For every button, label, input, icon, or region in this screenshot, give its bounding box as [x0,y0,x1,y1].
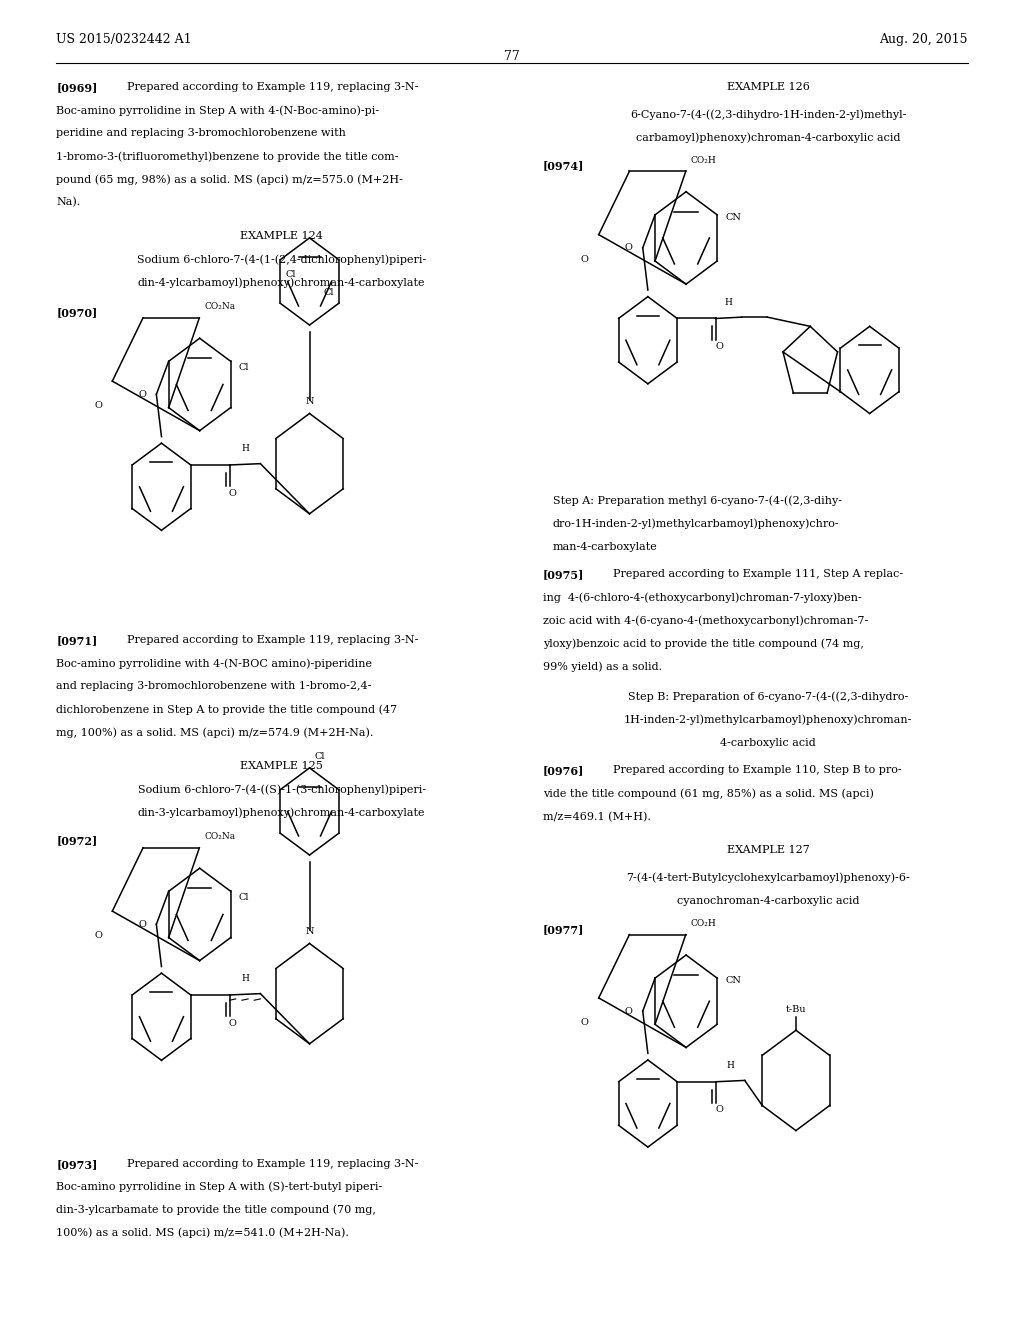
Text: Sodium 6-chloro-7-(4-(1-(2,4-dichlorophenyl)piperi-: Sodium 6-chloro-7-(4-(1-(2,4-dichlorophe… [137,253,426,265]
Text: O: O [715,342,723,351]
Text: Cl: Cl [324,288,334,297]
Text: din-3-ylcarbamoyl)phenoxy)chroman-4-carboxylate: din-3-ylcarbamoyl)phenoxy)chroman-4-carb… [138,808,425,818]
Text: din-3-ylcarbamate to provide the title compound (70 mg,: din-3-ylcarbamate to provide the title c… [56,1205,376,1216]
Text: [0969]: [0969] [56,82,97,92]
Text: Prepared according to Example 110, Step B to pro-: Prepared according to Example 110, Step … [606,766,902,775]
Text: N: N [305,396,313,405]
Text: [0972]: [0972] [56,836,97,846]
Text: O: O [94,932,102,940]
Text: H: H [726,1061,734,1069]
Text: H: H [241,974,249,983]
Text: dichlorobenzene in Step A to provide the title compound (47: dichlorobenzene in Step A to provide the… [56,705,397,715]
Text: O: O [581,1018,589,1027]
Text: [0971]: [0971] [56,635,97,647]
Text: N: N [305,927,313,936]
Text: [0976]: [0976] [543,766,584,776]
Text: Cl: Cl [239,894,250,903]
Text: O: O [138,389,146,399]
Text: and replacing 3-bromochlorobenzene with 1-bromo-2,4-: and replacing 3-bromochlorobenzene with … [56,681,372,692]
Text: Step A: Preparation methyl 6-cyano-7-(4-((2,3-dihy-: Step A: Preparation methyl 6-cyano-7-(4-… [553,495,842,506]
Text: ing  4-(6-chloro-4-(ethoxycarbonyl)chroman-7-yloxy)ben-: ing 4-(6-chloro-4-(ethoxycarbonyl)chroma… [543,593,861,603]
Text: CO₂Na: CO₂Na [205,832,236,841]
Text: man-4-carboxylate: man-4-carboxylate [553,541,657,552]
Text: Aug. 20, 2015: Aug. 20, 2015 [880,33,968,46]
Text: Boc-amino pyrrolidine in Step A with 4-(N-Boc-amino)-pi-: Boc-amino pyrrolidine in Step A with 4-(… [56,106,380,116]
Text: zoic acid with 4-(6-cyano-4-(methoxycarbonyl)chroman-7-: zoic acid with 4-(6-cyano-4-(methoxycarb… [543,615,868,626]
Text: mg, 100%) as a solid. MS (apci) m/z=574.9 (M+2H-Na).: mg, 100%) as a solid. MS (apci) m/z=574.… [56,727,374,738]
Text: Cl: Cl [314,752,326,762]
Text: [0975]: [0975] [543,569,584,581]
Text: US 2015/0232442 A1: US 2015/0232442 A1 [56,33,191,46]
Text: din-4-ylcarbamoyl)phenoxy)chroman-4-carboxylate: din-4-ylcarbamoyl)phenoxy)chroman-4-carb… [138,277,425,288]
Text: Boc-amino pyrrolidine in Step A with (S)-tert-butyl piperi-: Boc-amino pyrrolidine in Step A with (S)… [56,1181,383,1192]
Text: pound (65 mg, 98%) as a solid. MS (apci) m/z=575.0 (M+2H-: pound (65 mg, 98%) as a solid. MS (apci)… [56,174,403,185]
Text: O: O [228,1019,237,1028]
Text: H: H [725,297,733,306]
Text: m/z=469.1 (M+H).: m/z=469.1 (M+H). [543,812,650,822]
Text: O: O [625,1007,633,1015]
Text: carbamoyl)phenoxy)chroman-4-carboxylic acid: carbamoyl)phenoxy)chroman-4-carboxylic a… [636,133,900,144]
Text: 77: 77 [504,50,520,63]
Text: 99% yield) as a solid.: 99% yield) as a solid. [543,661,662,672]
Text: H: H [241,444,249,453]
Text: [0970]: [0970] [56,306,97,318]
Text: 100%) as a solid. MS (apci) m/z=541.0 (M+2H-Na).: 100%) as a solid. MS (apci) m/z=541.0 (M… [56,1228,349,1238]
Text: yloxy)benzoic acid to provide the title compound (74 mg,: yloxy)benzoic acid to provide the title … [543,639,863,649]
Text: CN: CN [725,213,741,222]
Text: O: O [625,243,633,252]
Text: O: O [581,255,589,264]
Text: Prepared according to Example 119, replacing 3-N-: Prepared according to Example 119, repla… [120,1159,418,1168]
Text: CO₂Na: CO₂Na [205,302,236,312]
Text: O: O [138,920,146,929]
Text: vide the title compound (61 mg, 85%) as a solid. MS (apci): vide the title compound (61 mg, 85%) as … [543,788,873,799]
Text: 6-Cyano-7-(4-((2,3-dihydro-1H-inden-2-yl)methyl-: 6-Cyano-7-(4-((2,3-dihydro-1H-inden-2-yl… [630,110,906,120]
Text: CO₂H: CO₂H [691,919,717,928]
Text: EXAMPLE 124: EXAMPLE 124 [241,231,323,242]
Text: 7-(4-(4-tert-Butylcyclohexylcarbamoyl)phenoxy)-6-: 7-(4-(4-tert-Butylcyclohexylcarbamoyl)ph… [626,873,910,883]
Text: 1-bromo-3-(trifluoromethyl)benzene to provide the title com-: 1-bromo-3-(trifluoromethyl)benzene to pr… [56,150,398,162]
Text: cyanochroman-4-carboxylic acid: cyanochroman-4-carboxylic acid [677,896,859,906]
Text: [0977]: [0977] [543,924,584,935]
Text: Prepared according to Example 119, replacing 3-N-: Prepared according to Example 119, repla… [120,82,418,92]
Text: 4-carboxylic acid: 4-carboxylic acid [720,738,816,747]
Text: Cl: Cl [286,271,296,280]
Text: Prepared according to Example 111, Step A replac-: Prepared according to Example 111, Step … [606,569,903,579]
Text: [0974]: [0974] [543,161,584,172]
Text: EXAMPLE 125: EXAMPLE 125 [241,762,323,771]
Text: Step B: Preparation of 6-cyano-7-(4-((2,3-dihydro-: Step B: Preparation of 6-cyano-7-(4-((2,… [628,692,908,702]
Text: [0973]: [0973] [56,1159,97,1170]
Text: Sodium 6-chloro-7-(4-((S)-1-(3-chlorophenyl)piperi-: Sodium 6-chloro-7-(4-((S)-1-(3-chlorophe… [137,784,426,795]
Text: O: O [228,488,237,498]
Text: Na).: Na). [56,197,81,207]
Text: 1H-inden-2-yl)methylcarbamoyl)phenoxy)chroman-: 1H-inden-2-yl)methylcarbamoyl)phenoxy)ch… [624,714,912,725]
Text: Boc-amino pyrrolidine with 4-(N-BOC amino)-piperidine: Boc-amino pyrrolidine with 4-(N-BOC amin… [56,659,373,669]
Text: CN: CN [725,977,741,985]
Text: O: O [715,1106,723,1114]
Text: dro-1H-inden-2-yl)methylcarbamoyl)phenoxy)chro-: dro-1H-inden-2-yl)methylcarbamoyl)phenox… [553,519,840,529]
Text: EXAMPLE 126: EXAMPLE 126 [727,82,809,92]
Text: O: O [94,401,102,411]
Text: peridine and replacing 3-bromochlorobenzene with: peridine and replacing 3-bromochlorobenz… [56,128,346,139]
Text: EXAMPLE 127: EXAMPLE 127 [727,845,809,855]
Text: t-Bu: t-Bu [785,1006,806,1015]
Text: Cl: Cl [239,363,250,372]
Text: CO₂H: CO₂H [691,156,717,165]
Text: Prepared according to Example 119, replacing 3-N-: Prepared according to Example 119, repla… [120,635,418,645]
